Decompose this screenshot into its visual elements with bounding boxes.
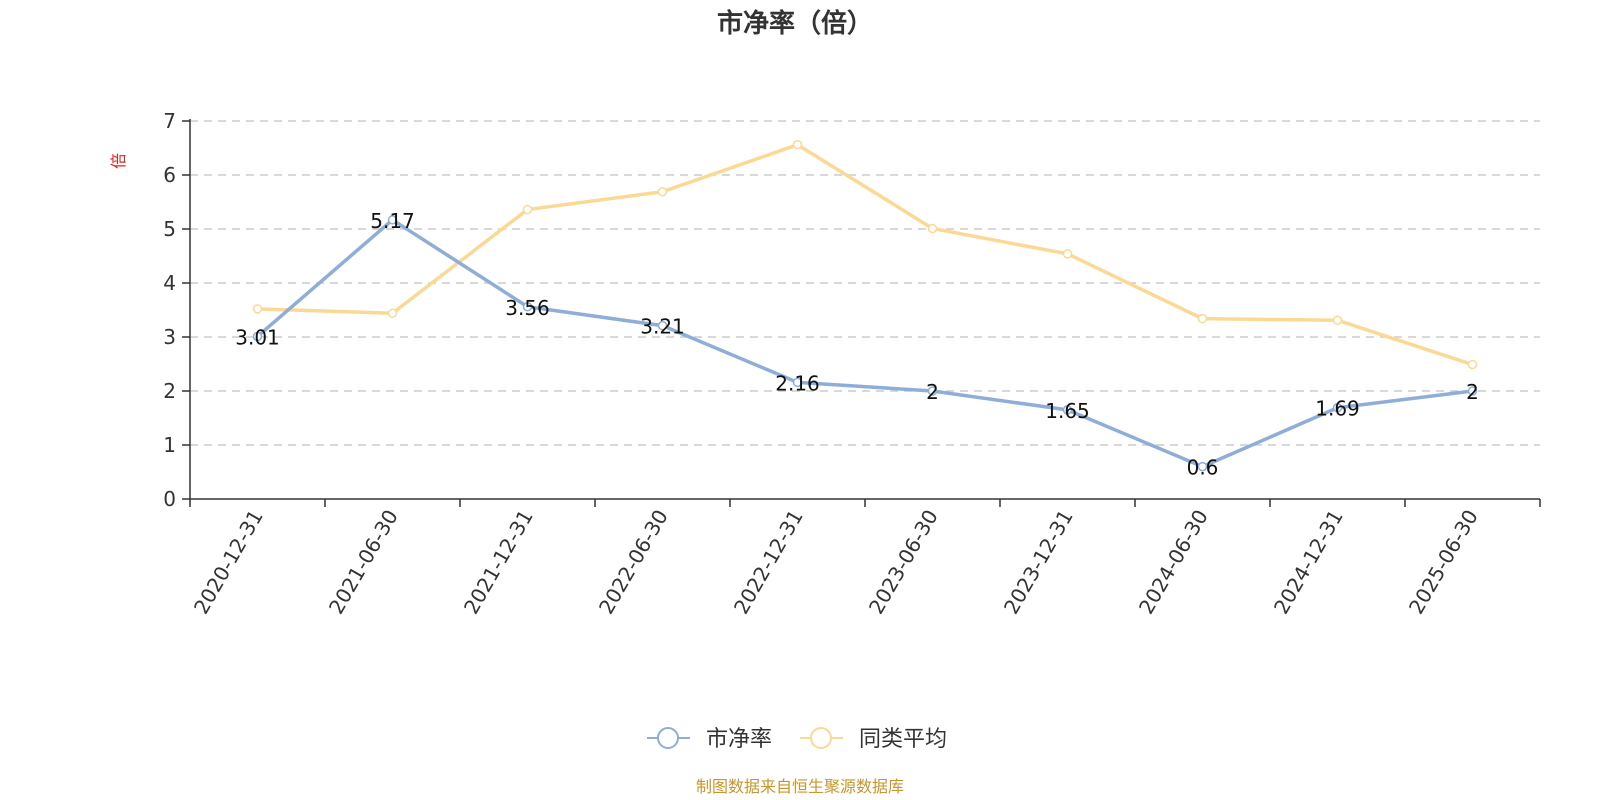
y-tick-label: 1 (163, 433, 176, 457)
x-tick-label: 2021-06-30 (324, 506, 403, 619)
pb-ratio-point (252, 331, 263, 342)
y-tick-label: 3 (163, 325, 176, 349)
pb-data-label: 3.21 (640, 315, 685, 339)
y-tick-label: 6 (163, 163, 176, 187)
pb-ratio-point (927, 386, 938, 396)
peer-average-point (657, 186, 668, 197)
x-tick-label: 2023-06-30 (864, 506, 943, 619)
legend-item-peer-average[interactable]: 同类平均 (800, 727, 947, 752)
pb-data-label: 1.69 (1315, 397, 1360, 421)
peer-average-line (257, 143, 1474, 367)
y-tick-label: 4 (163, 271, 176, 295)
pb-data-label: 2.16 (775, 371, 820, 395)
x-tick-labels: 2020-12-31 2021-06-30 2021-12-31 2022-06-30… (189, 506, 1483, 619)
pb-data-label: 2 (1466, 380, 1479, 404)
peer-average-point (1062, 249, 1073, 259)
x-tick-label: 2020-12-31 (189, 506, 268, 619)
pb-data-label: 2 (926, 380, 939, 404)
y-axis-unit: 倍 (109, 153, 128, 169)
peer-average-point (252, 304, 263, 314)
chart-title: 市净率（倍） (717, 8, 873, 39)
peer-average-point (1197, 313, 1208, 324)
x-tick-label: 2022-06-30 (594, 506, 673, 619)
peer-average-point (1467, 359, 1478, 370)
legend-item-pb[interactable]: 市净率 (647, 727, 772, 752)
data-labels: 3.01 5.17 3.56 3.21 2.16 2 1.65 0.6 1.69 2 (235, 209, 1479, 480)
y-tick-label: 5 (163, 217, 176, 241)
pb-ratio-line (256, 218, 1473, 469)
peer-average-point (792, 140, 803, 150)
peer-average-point (927, 223, 938, 234)
pb-data-label: 0.6 (1187, 456, 1219, 480)
pb-ratio-point (1467, 386, 1478, 396)
pb-data-label: 5.17 (370, 209, 415, 233)
x-tick-label: 2024-12-31 (1269, 506, 1348, 619)
y-tick-label: 2 (163, 379, 176, 403)
x-tick-label: 2023-12-31 (999, 506, 1078, 619)
x-tick-label: 2025-06-30 (1404, 506, 1483, 619)
y-tick-label: 7 (163, 109, 176, 133)
axes (182, 119, 1541, 507)
series-lines (252, 140, 1478, 472)
peer-average-point (1332, 315, 1343, 326)
pb-ratio-point (657, 320, 668, 331)
pb-ratio-point (522, 302, 533, 312)
pb-ratio-point (792, 377, 803, 388)
pb-ratio-point (1197, 461, 1208, 472)
pb-data-label: 3.01 (235, 325, 280, 349)
peer-average-point (387, 308, 398, 318)
pb-data-label: 3.56 (505, 296, 550, 320)
pb-ratio-point (1332, 402, 1343, 413)
grid-lines (190, 120, 1540, 446)
y-tick-label: 0 (163, 487, 176, 511)
pb-data-label: 1.65 (1045, 399, 1090, 423)
legend-pb-marker (657, 727, 679, 749)
legend-peer-label: 同类平均 (859, 727, 947, 752)
legend-pb-label: 市净率 (706, 727, 772, 752)
y-tick-labels: 0 1 2 3 4 5 6 7 (163, 109, 176, 511)
legend[interactable]: 市净率 同类平均 (647, 727, 947, 752)
legend-peer-marker (810, 727, 832, 749)
x-tick-label: 2022-12-31 (729, 506, 808, 619)
x-tick-label: 2021-12-31 (459, 506, 538, 619)
peer-average-point (522, 204, 533, 215)
data-source-note: 制图数据来自恒生聚源数据库 (696, 777, 904, 796)
x-tick-label: 2024-06-30 (1134, 506, 1213, 619)
pb-ratio-point (387, 215, 398, 225)
pb-ratio-point (1062, 405, 1073, 415)
